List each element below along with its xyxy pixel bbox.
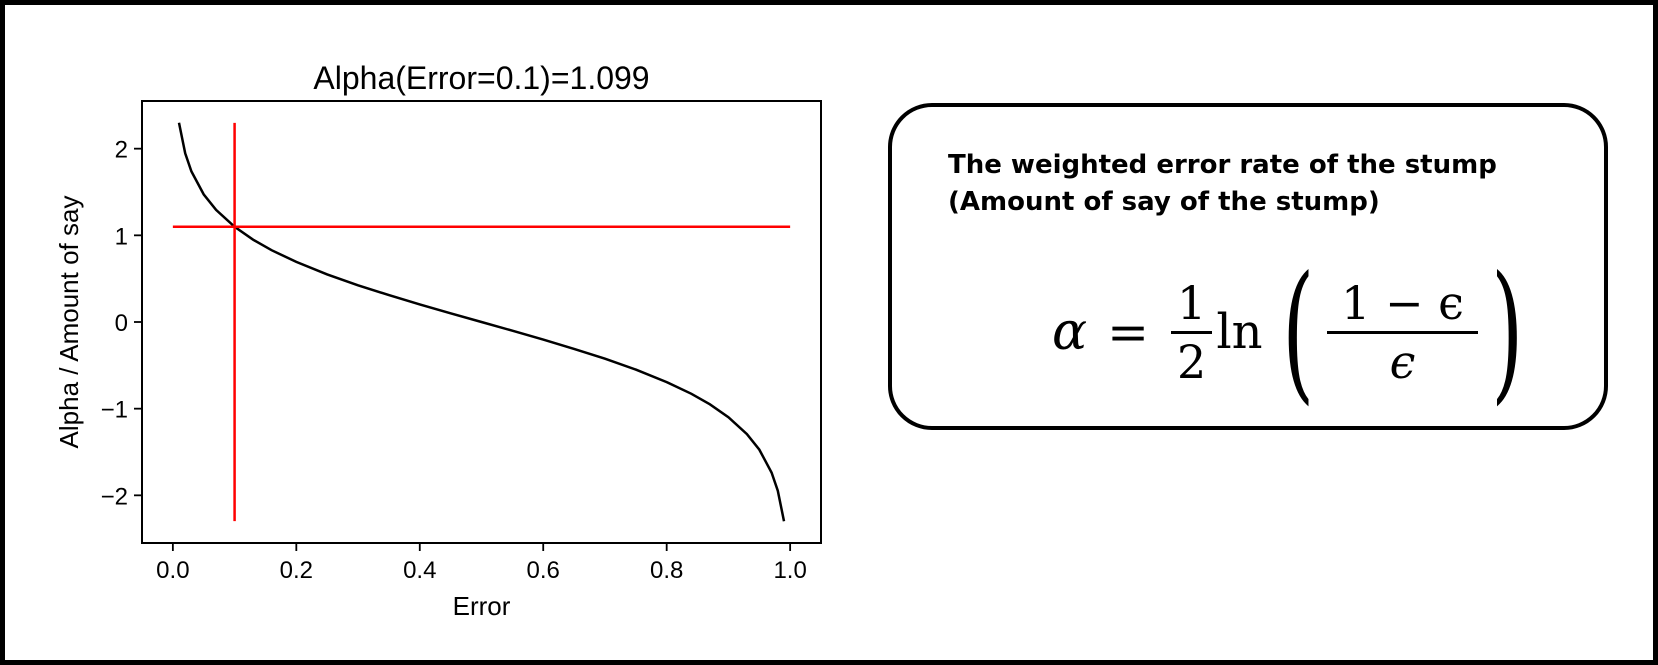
y-tick-label: −2 xyxy=(101,483,128,510)
equals-sign: = xyxy=(1107,303,1150,361)
y-tick-label: 1 xyxy=(115,223,128,250)
caption-line-1: The weighted error rate of the stump xyxy=(948,150,1497,180)
x-axis: 0.0 0.2 0.4 0.6 0.8 1.0 xyxy=(156,543,807,584)
x-tick-label: 0.8 xyxy=(650,557,683,584)
error-denominator: ϵ xyxy=(1389,334,1416,389)
x-tick-label: 0.2 xyxy=(280,557,313,584)
y-tick-label: −1 xyxy=(101,397,128,424)
alpha-symbol: α xyxy=(1052,302,1088,362)
x-axis-label: Error xyxy=(453,591,511,621)
half-numerator: 1 xyxy=(1177,275,1207,330)
alpha-formula: α = 1 2 ln ( 1 − ϵ ϵ ) xyxy=(1052,257,1536,407)
y-axis: −2 −1 0 1 2 xyxy=(101,137,142,510)
series-line-0 xyxy=(177,122,786,522)
y-tick-label: 0 xyxy=(115,310,128,337)
formula-caption: The weighted error rate of the stump (Am… xyxy=(948,147,1497,221)
formula-box: The weighted error rate of the stump (Am… xyxy=(888,103,1608,430)
x-tick-label: 0.6 xyxy=(527,557,560,584)
ln-operator: ln xyxy=(1216,304,1263,360)
error-fraction: 1 − ϵ ϵ xyxy=(1327,275,1478,390)
caption-line-2: (Amount of say of the stump) xyxy=(948,187,1380,217)
half-fraction: 1 2 xyxy=(1171,275,1213,390)
x-tick-label: 1.0 xyxy=(773,557,806,584)
x-tick-label: 0.4 xyxy=(403,557,436,584)
y-tick-label: 2 xyxy=(115,137,128,164)
plot-layer xyxy=(172,122,791,522)
half-fraction-bar xyxy=(1171,330,1213,334)
right-paren: ) xyxy=(1491,245,1524,419)
error-fraction-bar xyxy=(1327,330,1478,334)
error-numerator: 1 − ϵ xyxy=(1341,275,1464,330)
chart-title: Alpha(Error=0.1)=1.099 xyxy=(313,60,649,96)
y-axis-label: Alpha / Amount of say xyxy=(54,196,84,449)
left-paren: ( xyxy=(1281,245,1314,419)
half-denominator: 2 xyxy=(1177,334,1207,389)
x-tick-label: 0.0 xyxy=(156,557,189,584)
